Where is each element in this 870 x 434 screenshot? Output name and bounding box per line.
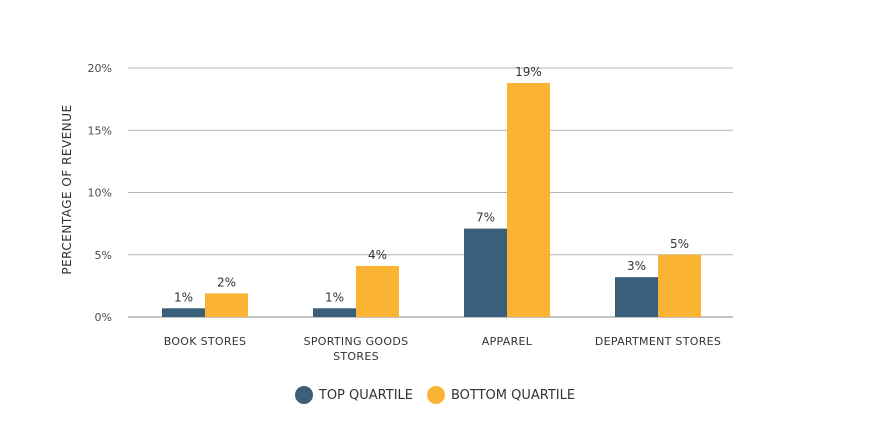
y-tick-label: 0% [95, 311, 112, 324]
data-label: 5% [670, 237, 689, 251]
y-axis-label: PERCENTAGE OF REVENUE [60, 104, 74, 274]
bar-bottom-quartile [658, 254, 701, 317]
bar-top-quartile [162, 308, 205, 317]
data-label: 19% [515, 65, 542, 79]
bar-bottom-quartile [507, 82, 550, 317]
bar-top-quartile [615, 277, 658, 317]
x-tick-label: APPAREL [482, 335, 533, 348]
legend-swatch-top-quartile [294, 386, 313, 404]
y-tick-label: 20% [88, 62, 112, 75]
bar-bottom-quartile [205, 293, 248, 317]
data-label: 4% [368, 248, 387, 262]
legend-label-top-quartile: TOP QUARTILE [318, 387, 413, 403]
data-label: 7% [476, 211, 495, 225]
bar-top-quartile [313, 308, 356, 317]
legend-item-top-quartile: TOP QUARTILE [294, 386, 413, 404]
legend-item-bottom-quartile: BOTTOM QUARTILE [426, 386, 576, 404]
x-tick-label: DEPARTMENT STORES [595, 335, 721, 348]
data-label: 3% [627, 259, 646, 273]
legend-label-bottom-quartile: BOTTOM QUARTILE [450, 387, 576, 403]
y-tick-label: 15% [88, 124, 112, 137]
data-labels: 1% 2% 1% 4% 7% 19% 3% 5% [174, 65, 689, 304]
x-tick-label: BOOK STORES [164, 335, 247, 348]
x-tick-label: SPORTING GOODS [304, 335, 409, 348]
y-tick-labels: 0% 5% 10% 15% 20% [88, 62, 112, 324]
y-tick-label: 10% [88, 187, 112, 200]
legend-swatch-bottom-quartile [426, 386, 445, 404]
bars [162, 82, 701, 317]
data-label: 2% [217, 275, 236, 289]
y-tick-label: 5% [95, 249, 112, 262]
data-label: 1% [174, 290, 193, 304]
bar-top-quartile [464, 228, 507, 317]
data-label: 1% [325, 290, 344, 304]
x-tick-labels: BOOK STORES SPORTING GOODS STORES APPAREL DE… [164, 335, 721, 363]
bar-bottom-quartile [356, 265, 399, 317]
x-tick-label: STORES [333, 350, 379, 363]
legend: TOP QUARTILE BOTTOM QUARTILE [0, 386, 870, 404]
